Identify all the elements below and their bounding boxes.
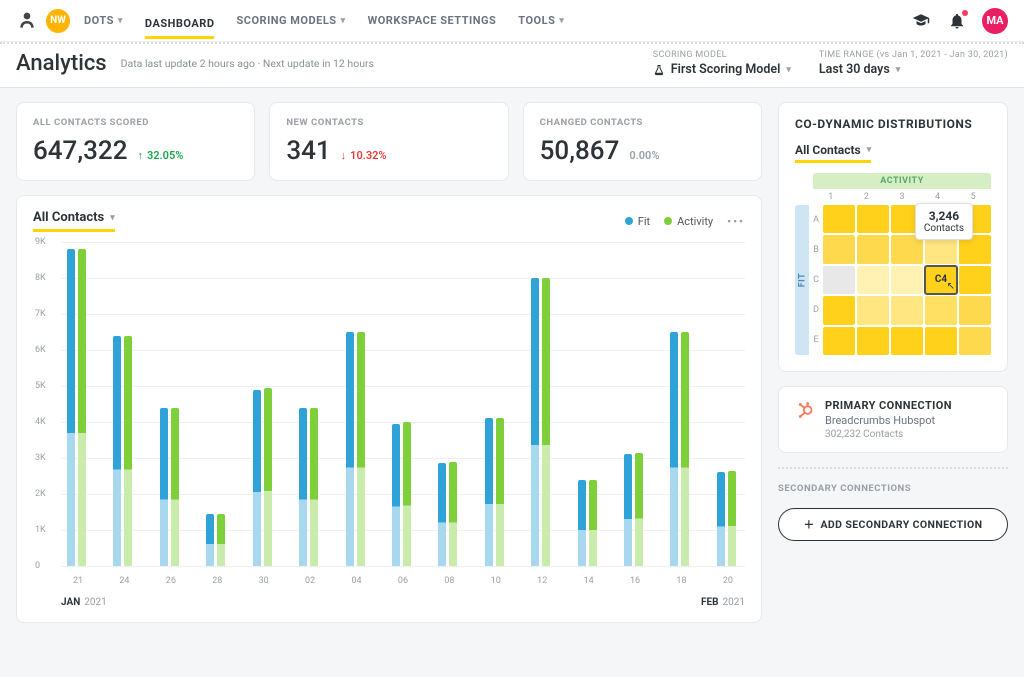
heatmap-cell[interactable] — [959, 327, 991, 355]
chevron-down-icon: ▾ — [867, 145, 872, 155]
codynamic-panel: CO-DYNAMIC DISTRIBUTIONS All Contacts ▾ … — [778, 102, 1008, 372]
heatmap-cell[interactable] — [959, 296, 991, 324]
heatmap: ACTIVITY 12345 FIT ABCDE ↖ 3,246 Contact… — [795, 173, 991, 355]
bar-group[interactable] — [624, 453, 646, 566]
month-right: FEB2021 — [701, 597, 745, 608]
left-column: ALL CONTACTS SCORED647,322↑32.05%NEW CON… — [16, 102, 762, 623]
kpi-row: ALL CONTACTS SCORED647,322↑32.05%NEW CON… — [16, 102, 762, 181]
user-avatar[interactable]: MA — [982, 8, 1008, 34]
page-title: Analytics — [16, 51, 107, 76]
right-column: CO-DYNAMIC DISTRIBUTIONS All Contacts ▾ … — [778, 102, 1008, 623]
heatmap-cell[interactable] — [857, 266, 889, 294]
bar-group[interactable] — [113, 336, 135, 566]
nav-item-dashboard[interactable]: DASHBOARD — [145, 11, 215, 39]
heatmap-cell[interactable]: ↖ — [925, 266, 957, 294]
bar-group[interactable] — [438, 462, 460, 566]
time-range-label: TIME RANGE (vs Jan 1, 2021 - Jan 30, 202… — [819, 50, 1008, 60]
bar-group[interactable] — [67, 249, 89, 566]
primary-connection[interactable]: PRIMARY CONNECTION Breadcrumbs Hubspot 3… — [778, 386, 1008, 453]
subheader: Analytics Data last update 2 hours ago ·… — [0, 42, 1024, 88]
chart-panel: All Contacts ▾ Fit Activity ••• 9K8K7K6K… — [16, 195, 762, 623]
bar-group[interactable] — [670, 332, 692, 566]
bar-group[interactable] — [299, 408, 321, 566]
bar-group[interactable] — [253, 388, 275, 566]
heatmap-cell[interactable] — [891, 327, 923, 355]
content: ALL CONTACTS SCORED647,322↑32.05%NEW CON… — [0, 88, 1024, 637]
heatmap-cell[interactable] — [857, 327, 889, 355]
chart-legend: Fit Activity ••• — [625, 215, 745, 228]
heatmap-cell[interactable] — [925, 327, 957, 355]
heatmap-cell[interactable] — [891, 266, 923, 294]
nav-right: MA — [910, 8, 1008, 34]
heatmap-activity-header: ACTIVITY — [813, 173, 991, 189]
plus-icon: ＋ — [804, 517, 815, 532]
bar-group[interactable] — [485, 418, 507, 566]
bar-group[interactable] — [346, 332, 368, 566]
kpi-card: CHANGED CONTACTS50,8670.00% — [523, 102, 762, 181]
chevron-down-icon: ▾ — [786, 65, 791, 75]
bar-group[interactable] — [531, 278, 553, 566]
heatmap-cell[interactable] — [823, 266, 855, 294]
heatmap-cell[interactable] — [823, 205, 855, 233]
month-left: JAN2021 — [61, 597, 107, 608]
bar-chart: 9K8K7K6K5K4K3K2K1K0 21242628300204060810… — [33, 242, 745, 612]
heatmap-cell[interactable] — [857, 235, 889, 263]
nav-item-dots[interactable]: DOTS▾ — [84, 8, 123, 33]
app-logo — [16, 10, 38, 32]
heatmap-cell[interactable] — [823, 327, 855, 355]
primary-connection-label: PRIMARY CONNECTION — [825, 399, 952, 412]
workspace-badge[interactable]: NW — [46, 9, 70, 33]
bar-group[interactable] — [717, 471, 739, 566]
scoring-model-label: SCORING MODEL — [653, 50, 791, 60]
heatmap-fit-header: FIT — [795, 205, 809, 355]
heatmap-tooltip: 3,246 Contacts — [915, 203, 973, 240]
heatmap-cell[interactable] — [857, 205, 889, 233]
chart-dropdown-label: All Contacts — [33, 210, 104, 225]
heatmap-cell[interactable] — [823, 296, 855, 324]
chart-header: All Contacts ▾ Fit Activity ••• — [33, 210, 745, 232]
secondary-connections-label: SECONDARY CONNECTIONS — [778, 483, 1008, 494]
primary-connection-name: Breadcrumbs Hubspot — [825, 414, 952, 427]
flask-icon — [653, 64, 665, 76]
heatmap-cell[interactable] — [925, 296, 957, 324]
heatmap-cell[interactable] — [857, 296, 889, 324]
bar-group[interactable] — [392, 422, 414, 566]
divider — [778, 467, 1008, 469]
notification-dot — [962, 10, 968, 16]
codynamic-dropdown[interactable]: All Contacts ▾ — [795, 143, 871, 163]
scoring-model-selector[interactable]: SCORING MODEL First Scoring Model ▾ — [653, 50, 791, 77]
heatmap-cell[interactable] — [959, 266, 991, 294]
codynamic-title: CO-DYNAMIC DISTRIBUTIONS — [795, 117, 991, 131]
bar-group[interactable] — [578, 480, 600, 566]
nav-item-workspace-settings[interactable]: WORKSPACE SETTINGS — [368, 8, 497, 33]
nav-items: DOTS▾DASHBOARDSCORING MODELS▾WORKSPACE S… — [84, 8, 564, 33]
heatmap-cell[interactable] — [891, 296, 923, 324]
legend-activity: Activity — [664, 215, 713, 228]
chevron-down-icon: ▾ — [896, 65, 901, 75]
legend-fit: Fit — [625, 215, 650, 228]
kpi-card: NEW CONTACTS341↓10.32% — [269, 102, 508, 181]
bar-group[interactable] — [206, 514, 228, 566]
chart-more-icon[interactable]: ••• — [727, 215, 745, 228]
chevron-down-icon: ▾ — [110, 213, 115, 223]
kpi-card: ALL CONTACTS SCORED647,322↑32.05% — [16, 102, 255, 181]
hubspot-icon — [793, 399, 815, 421]
top-nav: NW DOTS▾DASHBOARDSCORING MODELS▾WORKSPAC… — [0, 0, 1024, 42]
scoring-model-value: First Scoring Model — [671, 62, 781, 77]
time-range-selector[interactable]: TIME RANGE (vs Jan 1, 2021 - Jan 30, 202… — [819, 50, 1008, 77]
primary-connection-count: 302,232 Contacts — [825, 429, 952, 440]
heatmap-cell[interactable] — [823, 235, 855, 263]
notifications-icon[interactable] — [946, 10, 968, 32]
time-range-value: Last 30 days — [819, 62, 890, 77]
nav-item-scoring-models[interactable]: SCORING MODELS▾ — [236, 8, 345, 33]
update-note: Data last update 2 hours ago · Next upda… — [121, 57, 374, 70]
add-secondary-connection-button[interactable]: ＋ ADD SECONDARY CONNECTION — [778, 508, 1008, 541]
nav-item-tools[interactable]: TOOLS▾ — [518, 8, 564, 33]
bar-group[interactable] — [160, 408, 182, 566]
chart-dropdown[interactable]: All Contacts ▾ — [33, 210, 115, 232]
academy-icon[interactable] — [910, 10, 932, 32]
